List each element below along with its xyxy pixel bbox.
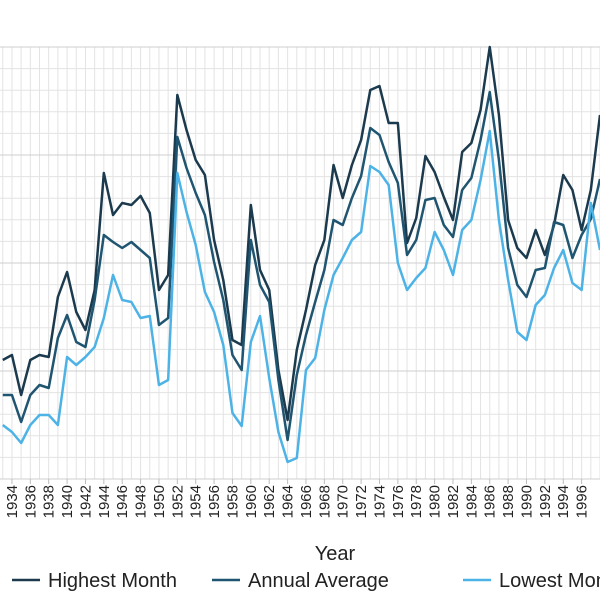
legend-label: Highest Month xyxy=(48,570,177,592)
x-tick-label: 1980 xyxy=(427,485,444,518)
x-tick-label: 1944 xyxy=(96,485,113,518)
x-tick-label: 1950 xyxy=(151,485,168,518)
x-axis-title: Year xyxy=(315,543,356,565)
x-tick-label: 1938 xyxy=(41,485,58,518)
x-tick-label: 1964 xyxy=(280,485,297,518)
x-tick-label: 1988 xyxy=(500,485,517,518)
x-tick-label: 1948 xyxy=(133,485,150,518)
x-tick-label: 1976 xyxy=(390,485,407,518)
x-tick-label: 1946 xyxy=(114,485,131,518)
x-tick-label: 1956 xyxy=(206,485,223,518)
x-tick-label: 1962 xyxy=(261,485,278,518)
legend-label: Annual Average xyxy=(248,570,389,592)
x-tick-label: 1966 xyxy=(298,485,315,518)
x-tick-label: 1974 xyxy=(371,485,388,518)
x-tick-label: 1936 xyxy=(22,485,39,518)
x-tick-label: 1940 xyxy=(59,485,76,518)
series-line xyxy=(2,90,600,442)
x-tick-label: 1992 xyxy=(537,485,554,518)
x-tick-label: 1952 xyxy=(169,485,186,518)
series-line xyxy=(1,129,600,464)
x-tick-label: 1982 xyxy=(445,485,462,518)
grid xyxy=(0,46,600,484)
x-tick-label: 1968 xyxy=(316,485,333,518)
x-tick-label: 1984 xyxy=(463,485,480,518)
x-tick-label: 1986 xyxy=(482,485,499,518)
x-tick-label: 1990 xyxy=(518,485,535,518)
x-tick-label: 1978 xyxy=(408,485,425,518)
x-tick-label: 1934 xyxy=(4,485,21,518)
x-tick-label: 1996 xyxy=(574,485,591,518)
x-tick-label: 1970 xyxy=(335,485,352,518)
legend-label: Lowest Month xyxy=(499,570,600,592)
labels: 1934 1936 1938 1940 1942 1944 1946 1948 1950 1952… xyxy=(4,485,591,518)
x-tick-label: 1972 xyxy=(353,485,370,518)
x-tick-label: 1994 xyxy=(555,485,572,518)
legend: Highest Month Annual Average Lowest Month xyxy=(12,570,600,592)
lines xyxy=(1,45,600,464)
series-line xyxy=(2,45,600,422)
x-tick-label: 1942 xyxy=(77,485,94,518)
x-tick-label: 1958 xyxy=(224,485,241,518)
x-tick-label: 1954 xyxy=(188,485,205,518)
x-tick-label: 1960 xyxy=(243,485,260,518)
